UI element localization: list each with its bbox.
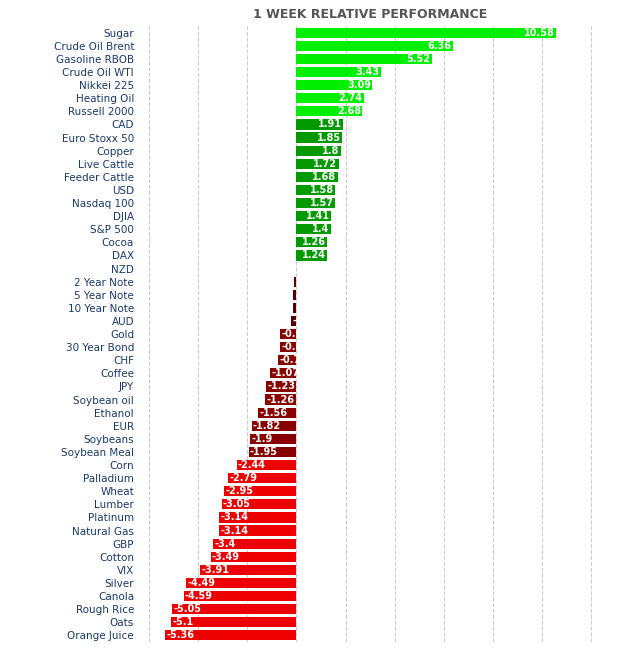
Bar bbox=[297, 28, 556, 38]
Bar bbox=[297, 198, 335, 208]
Bar bbox=[211, 552, 297, 562]
Bar bbox=[294, 303, 297, 313]
Bar bbox=[171, 617, 297, 627]
Bar bbox=[252, 421, 297, 431]
Text: -4.49: -4.49 bbox=[187, 578, 215, 588]
Text: 2.74: 2.74 bbox=[338, 93, 363, 103]
Bar bbox=[295, 263, 297, 274]
Bar bbox=[297, 185, 335, 195]
Bar bbox=[297, 80, 373, 90]
Text: 3.43: 3.43 bbox=[355, 67, 379, 77]
Text: 1.24: 1.24 bbox=[302, 250, 326, 261]
Text: 6.36: 6.36 bbox=[427, 41, 452, 51]
Bar bbox=[213, 538, 297, 549]
Bar bbox=[270, 368, 297, 379]
Bar bbox=[186, 578, 297, 588]
Bar bbox=[228, 473, 297, 483]
Text: 1.91: 1.91 bbox=[318, 119, 342, 130]
Bar bbox=[266, 381, 297, 392]
Bar bbox=[297, 159, 338, 169]
Bar bbox=[297, 67, 381, 77]
Text: -0.66: -0.66 bbox=[281, 342, 310, 352]
Bar bbox=[258, 407, 297, 418]
Text: 5.52: 5.52 bbox=[407, 54, 430, 64]
Text: -5.05: -5.05 bbox=[174, 604, 202, 614]
Text: -3.14: -3.14 bbox=[221, 525, 249, 536]
Bar bbox=[183, 591, 297, 601]
Text: -0.22: -0.22 bbox=[292, 316, 320, 326]
Bar bbox=[250, 434, 297, 444]
Bar bbox=[297, 106, 362, 117]
Text: -5.1: -5.1 bbox=[172, 617, 193, 627]
Text: 1.72: 1.72 bbox=[313, 159, 337, 169]
Text: -1.56: -1.56 bbox=[259, 407, 287, 418]
Text: -1.95: -1.95 bbox=[250, 447, 278, 457]
Text: -1.82: -1.82 bbox=[253, 421, 281, 431]
Bar bbox=[297, 145, 341, 156]
Text: -2.44: -2.44 bbox=[238, 460, 266, 470]
Text: 1.58: 1.58 bbox=[310, 185, 334, 195]
Text: -0.08: -0.08 bbox=[265, 276, 293, 287]
Text: -3.14: -3.14 bbox=[221, 512, 249, 523]
Text: 1.68: 1.68 bbox=[312, 172, 337, 182]
Text: -5.36: -5.36 bbox=[166, 630, 194, 641]
Bar bbox=[291, 316, 297, 326]
Bar bbox=[297, 172, 338, 182]
Text: 1.26: 1.26 bbox=[302, 237, 326, 248]
Bar bbox=[200, 565, 297, 575]
Text: -4.59: -4.59 bbox=[185, 591, 213, 601]
Text: -3.05: -3.05 bbox=[223, 499, 251, 510]
Bar bbox=[224, 486, 297, 496]
Bar bbox=[165, 630, 297, 641]
Bar bbox=[236, 460, 297, 470]
Bar bbox=[220, 525, 297, 536]
Bar bbox=[297, 54, 432, 64]
Text: 1.4: 1.4 bbox=[312, 224, 330, 234]
Bar bbox=[278, 355, 297, 365]
Text: -0.03: -0.03 bbox=[266, 263, 294, 274]
Text: -1.26: -1.26 bbox=[267, 394, 295, 405]
Text: -0.75: -0.75 bbox=[279, 355, 307, 365]
Bar bbox=[297, 119, 343, 130]
Bar bbox=[220, 512, 297, 523]
Title: 1 WEEK RELATIVE PERFORMANCE: 1 WEEK RELATIVE PERFORMANCE bbox=[253, 8, 487, 21]
Text: -3.4: -3.4 bbox=[214, 538, 236, 549]
Text: 10.58: 10.58 bbox=[524, 28, 555, 38]
Text: 3.09: 3.09 bbox=[347, 80, 371, 90]
Text: -3.49: -3.49 bbox=[212, 552, 240, 562]
Text: 1.57: 1.57 bbox=[310, 198, 334, 208]
Text: -2.79: -2.79 bbox=[229, 473, 257, 483]
Text: -0.12: -0.12 bbox=[264, 290, 292, 300]
Bar bbox=[297, 132, 342, 143]
Text: -1.23: -1.23 bbox=[267, 381, 295, 392]
Text: -3.91: -3.91 bbox=[202, 565, 230, 575]
Text: 1.8: 1.8 bbox=[322, 145, 340, 156]
Text: 2.68: 2.68 bbox=[337, 106, 361, 117]
Bar bbox=[297, 250, 327, 261]
Bar bbox=[249, 447, 297, 457]
Bar bbox=[172, 604, 297, 614]
Bar bbox=[294, 290, 297, 300]
Bar bbox=[221, 499, 297, 510]
Bar bbox=[294, 276, 297, 287]
Bar bbox=[266, 394, 297, 405]
Text: -0.65: -0.65 bbox=[282, 329, 310, 339]
Bar bbox=[297, 224, 331, 234]
Bar bbox=[297, 237, 327, 248]
Bar bbox=[281, 329, 297, 339]
Text: 1.41: 1.41 bbox=[306, 211, 330, 221]
Text: -1.07: -1.07 bbox=[271, 368, 299, 379]
Text: -2.95: -2.95 bbox=[225, 486, 253, 496]
Bar bbox=[297, 41, 453, 51]
Text: -0.12: -0.12 bbox=[264, 303, 292, 313]
Bar bbox=[281, 342, 297, 352]
Text: 1.85: 1.85 bbox=[317, 132, 341, 143]
Text: -1.9: -1.9 bbox=[251, 434, 272, 444]
Bar bbox=[297, 93, 364, 103]
Bar bbox=[297, 211, 331, 221]
